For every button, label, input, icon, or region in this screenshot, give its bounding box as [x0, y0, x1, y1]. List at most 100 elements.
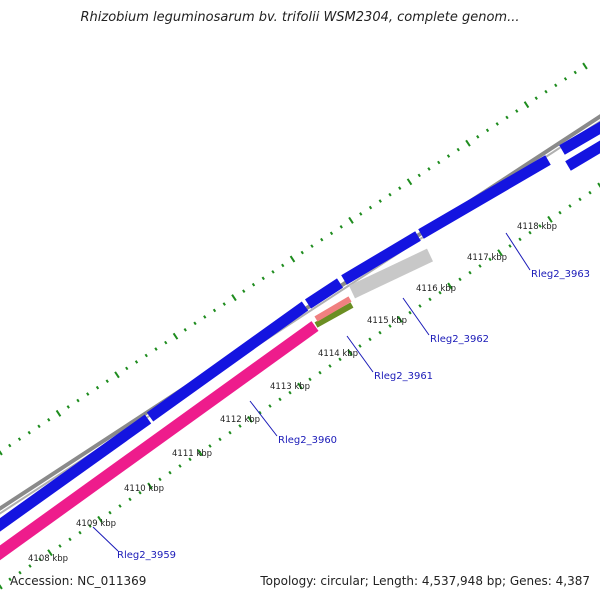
scale-label: 4117 kbp — [467, 253, 507, 263]
tick-mark — [58, 544, 62, 548]
tick-mark — [478, 264, 482, 268]
tick-mark — [197, 449, 203, 457]
tick-mark — [558, 210, 562, 215]
tick-mark — [158, 477, 162, 482]
reverse-cds[interactable] — [0, 321, 319, 561]
tick-mark — [108, 510, 112, 515]
tick-mark — [497, 249, 503, 257]
tick-mark — [222, 302, 226, 306]
forward-cds-6[interactable] — [559, 121, 600, 155]
tick-mark — [348, 216, 354, 224]
tick-mark — [55, 409, 62, 417]
tick-mark — [28, 564, 32, 568]
tick-mark — [347, 349, 353, 357]
tick-mark — [438, 290, 442, 295]
tick-mark — [134, 360, 139, 364]
tick-mark — [518, 237, 522, 242]
inner-tick-ring — [0, 182, 600, 590]
tick-mark — [164, 340, 168, 345]
tick-mark — [505, 115, 509, 120]
gene-leader-line — [402, 297, 430, 336]
tick-mark — [114, 371, 120, 379]
feature-olive[interactable] — [314, 302, 354, 328]
genome-summary-text: Topology: circular; Length: 4,537,948 bp… — [260, 574, 590, 588]
tick-mark — [193, 321, 197, 326]
forward-cds-4[interactable] — [341, 231, 421, 285]
tick-mark — [297, 382, 303, 390]
tick-mark — [172, 332, 179, 340]
tick-mark — [271, 270, 275, 274]
tick-mark — [458, 277, 462, 282]
tick-mark — [338, 357, 342, 362]
tick-mark — [242, 289, 246, 293]
tick-mark — [476, 134, 480, 139]
tick-mark — [68, 537, 72, 542]
tick-mark — [258, 410, 262, 415]
tick-mark — [144, 353, 148, 358]
forward-cds-5[interactable] — [418, 155, 551, 239]
scale-label: 4116 kbp — [416, 284, 456, 294]
tick-mark — [388, 192, 392, 197]
gene-leader-line — [346, 335, 374, 373]
tick-mark — [118, 504, 122, 508]
scale-label: 4110 kbp — [124, 484, 164, 494]
gene-label[interactable]: Rleg2_3962 — [430, 334, 489, 345]
gene-labels: Rleg2_3959 Rleg2_3960 Rleg2_3961 Rleg2_3… — [92, 232, 590, 561]
tick-mark — [208, 444, 212, 448]
forward-cds-2[interactable] — [146, 301, 309, 422]
feature-tracks — [0, 114, 600, 561]
tick-mark — [38, 557, 42, 562]
gene-label[interactable]: Rleg2_3961 — [374, 371, 433, 382]
tick-mark — [228, 430, 232, 435]
forward-cds-3[interactable] — [304, 278, 344, 309]
tick-mark — [17, 437, 22, 441]
feature-grey[interactable] — [348, 248, 434, 299]
tick-mark — [47, 549, 53, 557]
tick-mark — [0, 584, 3, 590]
tick-mark — [515, 109, 519, 113]
tick-mark — [66, 405, 70, 409]
tick-mark — [0, 450, 3, 456]
tick-mark — [573, 70, 577, 75]
tick-mark — [8, 577, 12, 582]
gene-leader-line — [505, 232, 531, 271]
outer-tick-ring — [0, 62, 588, 456]
tick-mark — [488, 257, 492, 262]
tick-mark — [378, 199, 382, 203]
tick-mark — [447, 282, 453, 290]
gene-leader-line — [249, 400, 278, 437]
feature-salmon[interactable] — [314, 296, 352, 322]
tick-mark — [238, 424, 242, 428]
gene-label[interactable]: Rleg2_3963 — [531, 269, 590, 280]
gene-label[interactable]: Rleg2_3959 — [117, 550, 176, 561]
tick-mark — [359, 212, 363, 216]
forward-cds-7[interactable] — [565, 140, 600, 171]
tick-mark — [495, 122, 499, 126]
tick-mark — [251, 282, 256, 287]
tick-mark — [281, 263, 285, 268]
tick-mark — [446, 154, 451, 158]
tick-mark — [582, 62, 588, 70]
tick-mark — [528, 230, 532, 235]
tick-mark — [328, 364, 332, 368]
tick-mark — [418, 304, 422, 308]
tick-mark — [288, 390, 292, 395]
tick-mark — [278, 397, 282, 402]
tick-mark — [247, 415, 253, 423]
tick-mark — [456, 147, 460, 152]
tick-mark — [588, 190, 592, 195]
tick-mark — [568, 204, 572, 208]
forward-cds-1[interactable] — [0, 414, 152, 532]
tick-mark — [578, 197, 582, 202]
tick-mark — [147, 482, 153, 490]
tick-mark — [188, 457, 192, 462]
scale-label: 4118 kbp — [517, 222, 557, 232]
tick-mark — [310, 244, 314, 248]
tick-mark — [308, 377, 312, 382]
tick-mark — [368, 337, 372, 342]
tick-mark — [86, 392, 90, 396]
tick-mark — [427, 167, 431, 171]
scale-label: 4114 kbp — [318, 349, 358, 359]
gene-label[interactable]: Rleg2_3960 — [278, 435, 337, 446]
